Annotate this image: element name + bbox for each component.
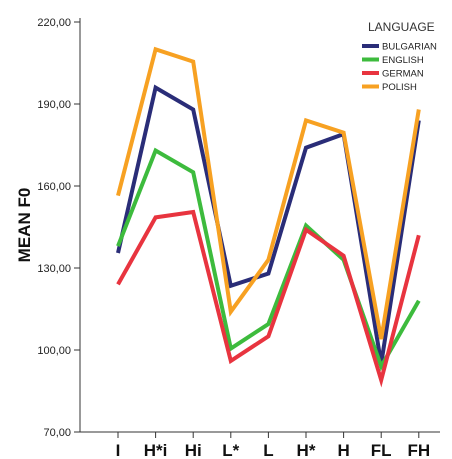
x-tick-label: FL — [371, 441, 392, 459]
x-tick-label: L* — [222, 441, 239, 459]
series-line-german — [116, 209, 421, 388]
x-tick-label: H* — [297, 441, 316, 459]
legend-title: LANGUAGE — [368, 20, 435, 34]
x-tick-label: I — [116, 441, 121, 459]
legend: LANGUAGE BULGARIAN ENGLISH GERMAN POLISH — [362, 20, 437, 93]
y-tick-label: 100,00 — [37, 345, 71, 357]
y-tick-label: 190,00 — [37, 99, 71, 111]
y-axis-ticks: 70,00 100,00 130,00 160,00 190,00 220,00 — [37, 17, 80, 439]
x-axis-ticks: I H*i Hi L* L H* H FL FH — [116, 432, 430, 459]
series-lines — [116, 46, 421, 388]
series-line-english — [116, 147, 421, 372]
x-tick-label: Hi — [185, 441, 202, 459]
series-line-polish — [116, 46, 421, 340]
y-tick-label: 160,00 — [37, 181, 71, 193]
series-line-bulgarian — [116, 84, 421, 365]
y-tick-label: 130,00 — [37, 263, 71, 275]
x-tick-label: L — [263, 441, 273, 459]
legend-label-polish: POLISH — [382, 82, 417, 93]
legend-label-bulgarian: BULGARIAN — [382, 42, 437, 53]
y-axis-label: MEAN F0 — [15, 188, 34, 263]
legend-label-german: GERMAN — [382, 69, 424, 80]
x-tick-label: H — [337, 441, 349, 459]
x-tick-label: FH — [407, 441, 430, 459]
y-tick-label: 220,00 — [37, 17, 71, 29]
x-tick-label: H*i — [144, 441, 168, 459]
legend-label-english: ENGLISH — [382, 55, 424, 66]
y-tick-label: 70,00 — [43, 427, 71, 439]
